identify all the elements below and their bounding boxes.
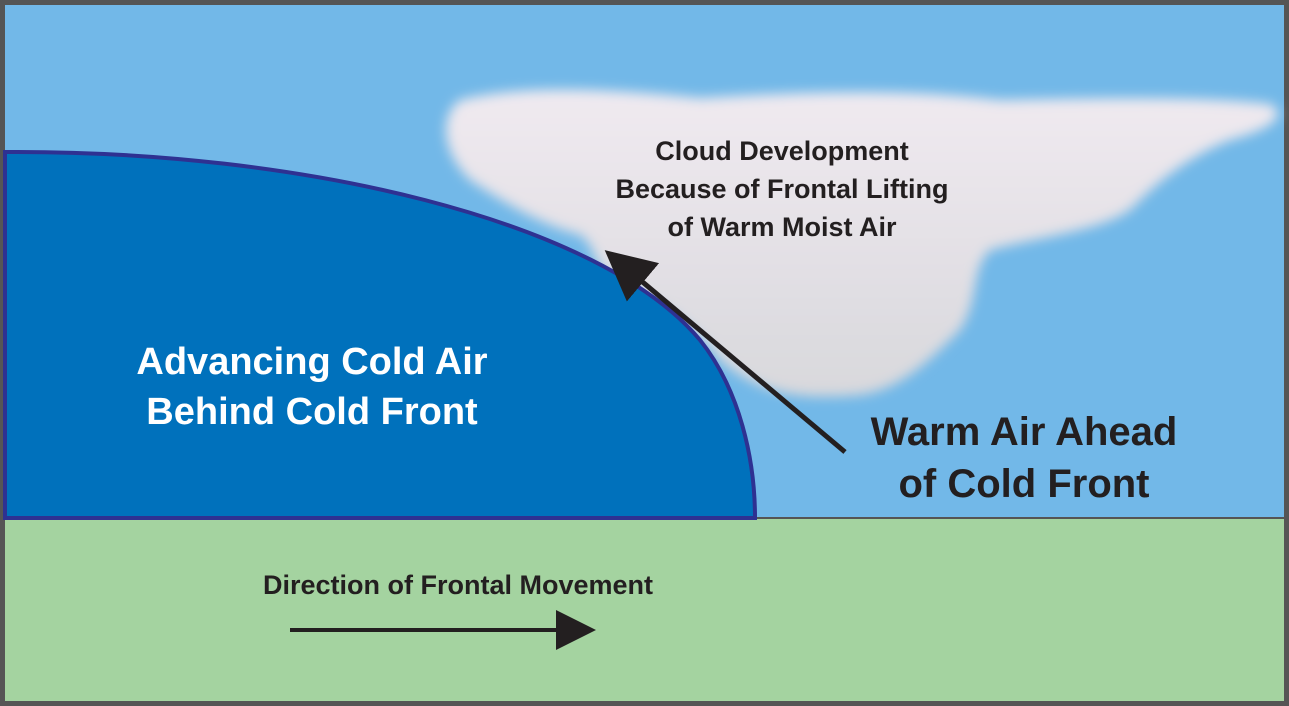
movement-label: Direction of Frontal Movement [263,570,653,600]
cloud [446,89,1278,397]
cold-air-label: Advancing Cold Air Behind Cold Front [136,341,487,433]
ground [5,518,1284,701]
cloud-label-line: Cloud Development [655,136,909,166]
cold-air-label-line: Advancing Cold Air [136,341,487,383]
cloud-label: Cloud Development Because of Frontal Lif… [615,136,948,242]
warm-air-label-line: of Cold Front [898,462,1149,506]
warm-air-label-line: Warm Air Ahead [871,410,1178,454]
lifting-arrow [604,250,847,454]
cold-air-label-line: Behind Cold Front [146,391,478,433]
warm-air-label: Warm Air Ahead of Cold Front [871,410,1178,506]
cloud-label-line: Because of Frontal Lifting [615,174,948,204]
cloud-label-line: of Warm Moist Air [668,212,897,242]
